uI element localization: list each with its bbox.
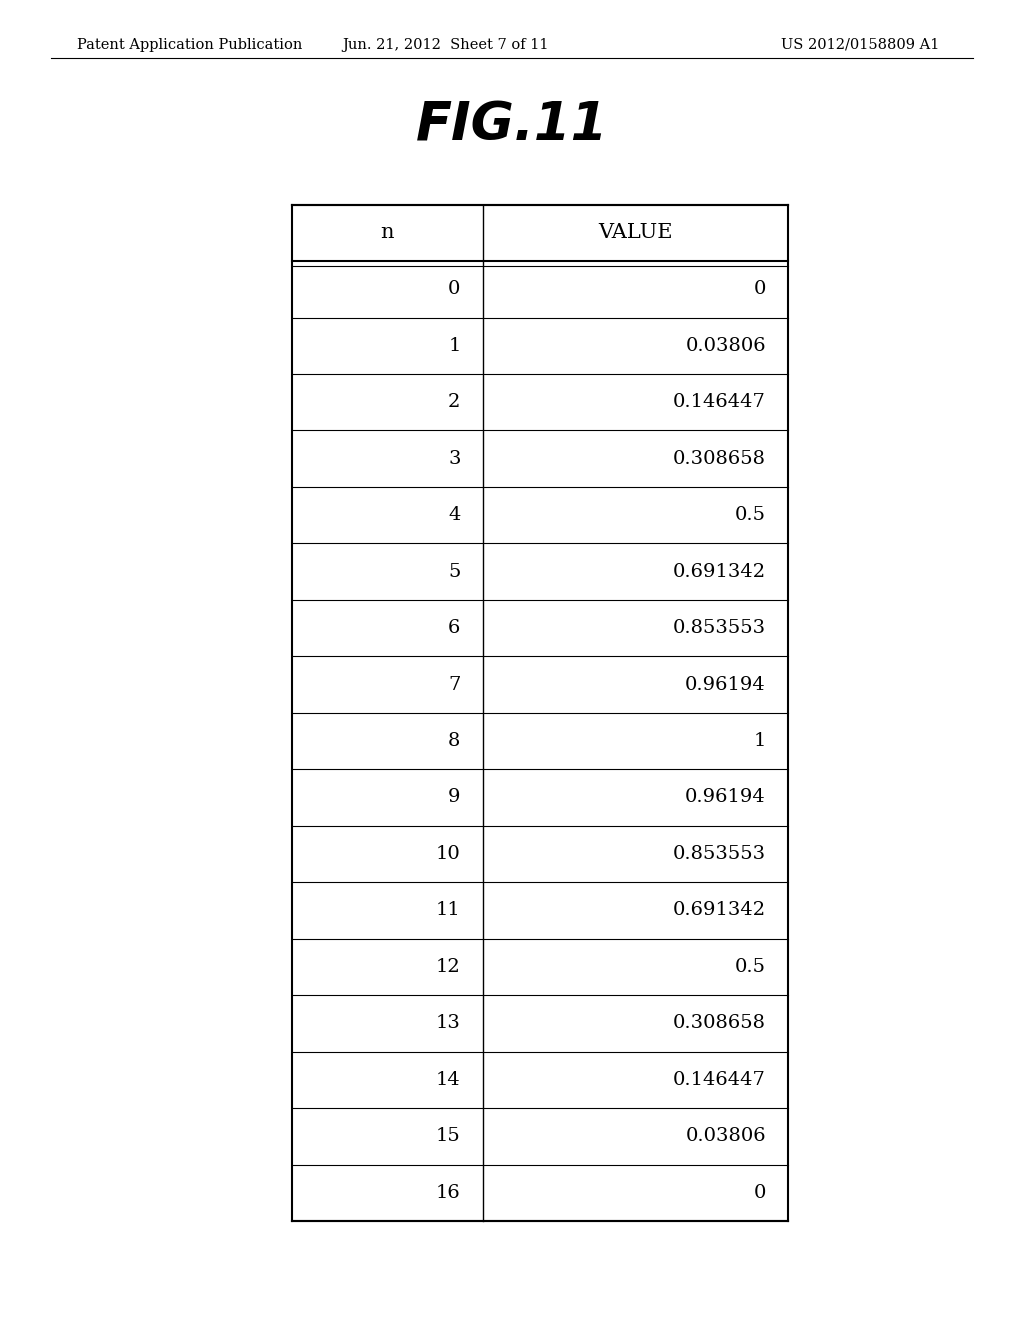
Text: 0.03806: 0.03806 bbox=[685, 337, 766, 355]
Text: 6: 6 bbox=[449, 619, 461, 638]
Text: 0.96194: 0.96194 bbox=[685, 788, 766, 807]
Text: 0: 0 bbox=[754, 280, 766, 298]
Text: 0.146447: 0.146447 bbox=[673, 1071, 766, 1089]
Text: 13: 13 bbox=[435, 1014, 461, 1032]
Bar bbox=[292, 205, 788, 1221]
Text: 5: 5 bbox=[449, 562, 461, 581]
Text: VALUE: VALUE bbox=[598, 223, 673, 243]
Text: Patent Application Publication: Patent Application Publication bbox=[77, 38, 302, 51]
Text: 0: 0 bbox=[754, 1184, 766, 1201]
Text: 1: 1 bbox=[449, 337, 461, 355]
Text: 4: 4 bbox=[449, 506, 461, 524]
Text: 16: 16 bbox=[436, 1184, 461, 1201]
Text: 0.853553: 0.853553 bbox=[673, 619, 766, 638]
Text: 0: 0 bbox=[449, 280, 461, 298]
Text: FIG.11: FIG.11 bbox=[416, 99, 608, 152]
Text: 0.5: 0.5 bbox=[735, 958, 766, 975]
Text: 15: 15 bbox=[436, 1127, 461, 1146]
Text: 2: 2 bbox=[449, 393, 461, 412]
Text: 0.146447: 0.146447 bbox=[673, 393, 766, 412]
Text: 11: 11 bbox=[436, 902, 461, 920]
Text: n: n bbox=[381, 223, 394, 243]
Text: 10: 10 bbox=[436, 845, 461, 863]
Text: 0.691342: 0.691342 bbox=[673, 562, 766, 581]
Text: Jun. 21, 2012  Sheet 7 of 11: Jun. 21, 2012 Sheet 7 of 11 bbox=[342, 38, 549, 51]
Text: 14: 14 bbox=[436, 1071, 461, 1089]
Text: 0.853553: 0.853553 bbox=[673, 845, 766, 863]
Text: 7: 7 bbox=[449, 676, 461, 693]
Text: 3: 3 bbox=[449, 450, 461, 467]
Text: 0.03806: 0.03806 bbox=[685, 1127, 766, 1146]
Text: US 2012/0158809 A1: US 2012/0158809 A1 bbox=[781, 38, 939, 51]
Text: 8: 8 bbox=[449, 733, 461, 750]
Text: 1: 1 bbox=[754, 733, 766, 750]
Text: 0.5: 0.5 bbox=[735, 506, 766, 524]
Text: 0.691342: 0.691342 bbox=[673, 902, 766, 920]
Text: 12: 12 bbox=[436, 958, 461, 975]
Text: 0.308658: 0.308658 bbox=[673, 450, 766, 467]
Text: 0.308658: 0.308658 bbox=[673, 1014, 766, 1032]
Text: 9: 9 bbox=[449, 788, 461, 807]
Text: 0.96194: 0.96194 bbox=[685, 676, 766, 693]
